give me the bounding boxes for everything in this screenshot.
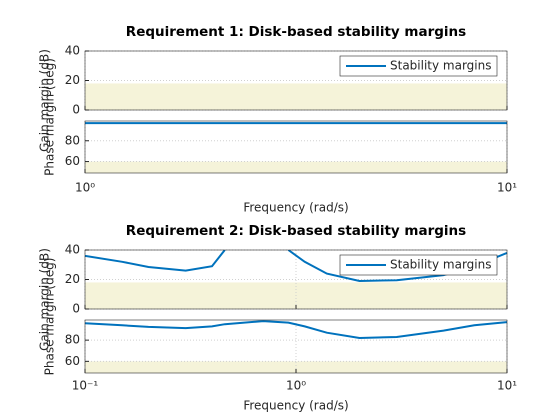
y-axis-label: Gain margin (dB) [38,248,52,351]
axes-box [84,319,508,374]
x-tick-label: 10⁰ [75,181,95,195]
y-tick-label: 20 [65,73,80,87]
axes-box [84,120,508,174]
y-axis-label: Phase margin (deg) [43,58,57,176]
y-tick-label: 40 [65,243,80,257]
y-tick-label: 20 [65,272,80,286]
chart-title: Requirement 2: Disk-based stability marg… [126,223,466,239]
y-tick-label: 60 [65,154,80,168]
x-tick-label: 10⁻¹ [72,379,99,393]
axes-box [84,249,508,310]
y-axis-label: Gain margin (dB) [38,49,52,152]
y-tick-label: 80 [65,333,80,347]
y-tick-label: 80 [65,133,80,147]
y-tick-label: 40 [65,44,80,58]
bad-region [85,361,507,373]
bad-region [85,83,507,110]
y-tick-label: 0 [72,103,80,117]
legend: Stability margins [339,55,498,77]
series-line [85,320,507,340]
legend: Stability margins [339,254,498,276]
x-tick-label: 10¹ [497,379,517,393]
y-tick-label: 0 [72,302,80,316]
y-axis-label: Phase margin (deg) [43,258,57,376]
x-tick-label: 10⁰ [286,379,306,393]
legend-label: Stability margins [390,258,492,272]
axes-box [84,50,508,111]
legend-box [339,55,498,77]
x-axis-label: Frequency (rad/s) [243,201,348,215]
bad-region [85,161,507,173]
chart-title: Requirement 1: Disk-based stability marg… [126,24,466,40]
legend-label: Stability margins [390,59,492,73]
x-axis-label: Frequency (rad/s) [243,399,348,413]
x-tick-label: 10¹ [497,181,517,195]
legend-box [339,254,498,276]
y-tick-label: 60 [65,354,80,368]
